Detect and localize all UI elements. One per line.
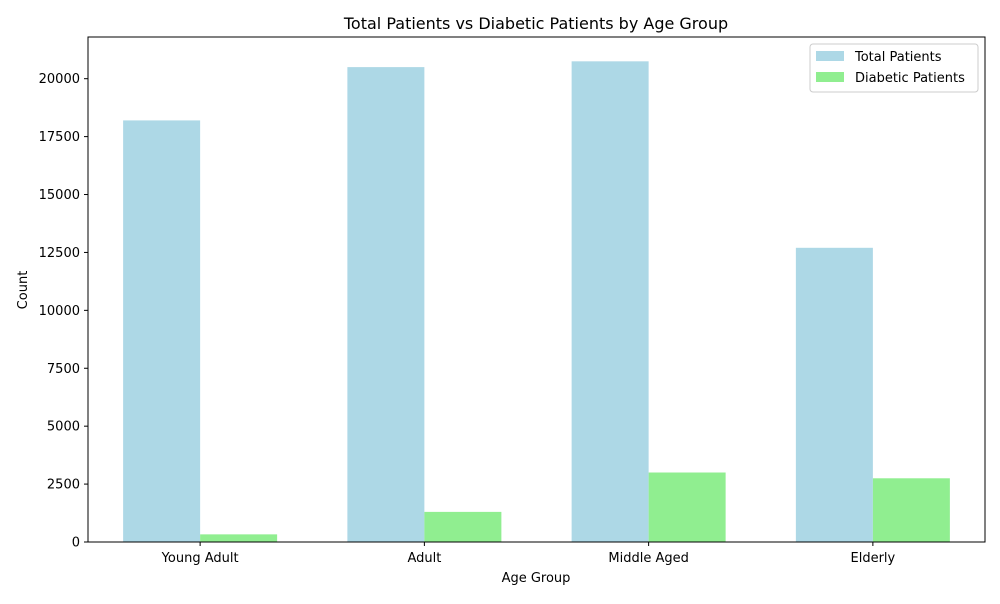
bar-total-0 xyxy=(123,120,201,542)
bar-diabetic-0 xyxy=(200,534,278,542)
bar-diabetic-3 xyxy=(872,478,950,542)
chart-title: Total Patients vs Diabetic Patients by A… xyxy=(343,14,728,33)
y-tick-label-7: 17500 xyxy=(39,130,80,145)
plot-frame xyxy=(87,36,986,543)
plot-area: 0 2500 5000 7500 10000 12500 15000 17500 20000 Yo… xyxy=(39,36,986,566)
legend-swatch-total xyxy=(816,51,844,61)
bar-total-1 xyxy=(347,67,425,542)
legend: Total Patients Diabetic Patients xyxy=(809,43,979,93)
y-tick-label-5: 12500 xyxy=(39,246,80,261)
y-axis-label: Count xyxy=(16,271,31,310)
bar-total-3 xyxy=(795,247,873,543)
bar-diabetic-2 xyxy=(648,472,726,542)
x-axis-label: Age Group xyxy=(502,571,571,586)
x-tick-label-0: Young Adult xyxy=(161,551,239,566)
bar-diabetic-1 xyxy=(424,511,502,542)
legend-label-total: Total Patients xyxy=(854,50,942,65)
legend-swatch-diabetic xyxy=(816,72,844,82)
bar-total-2 xyxy=(571,61,649,542)
y-tick-label-2: 5000 xyxy=(47,420,80,435)
legend-box xyxy=(809,43,979,93)
y-tick-label-0: 0 xyxy=(72,536,80,551)
y-tick-label-8: 20000 xyxy=(39,72,80,87)
y-tick-label-3: 7500 xyxy=(47,362,80,377)
x-tick-label-1: Adult xyxy=(407,551,441,566)
y-tick-label-1: 2500 xyxy=(47,478,80,493)
y-tick-label-6: 15000 xyxy=(39,188,80,203)
legend-label-diabetic: Diabetic Patients xyxy=(855,71,965,86)
y-tick-label-4: 10000 xyxy=(39,304,80,319)
x-tick-label-2: Middle Aged xyxy=(608,551,688,566)
x-tick-label-3: Elderly xyxy=(851,551,896,566)
